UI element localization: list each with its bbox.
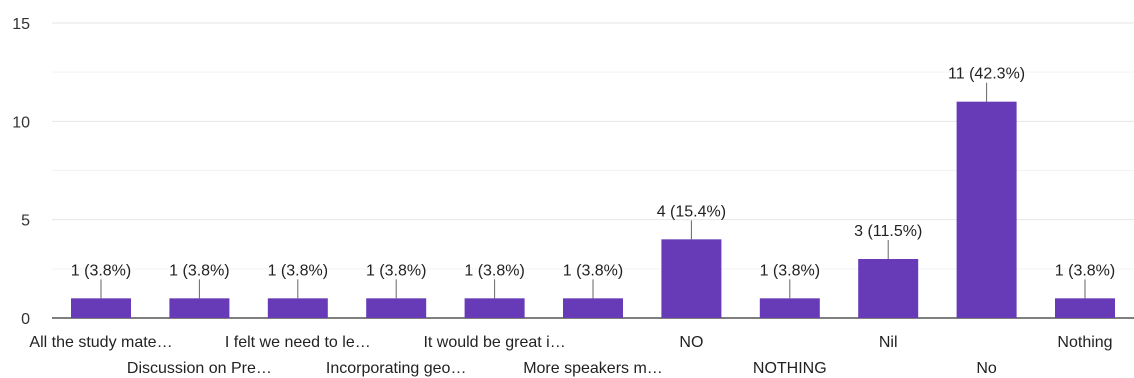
data-label: 1 (3.8%) bbox=[169, 262, 229, 279]
bar[interactable] bbox=[563, 298, 623, 318]
y-tick-label: 10 bbox=[12, 114, 30, 131]
x-category-label: NOTHING bbox=[753, 360, 827, 377]
x-category-label: It would be great i… bbox=[423, 334, 565, 351]
data-labels: 1 (3.8%) 1 (3.8%) 1 (3.8%) 1 (3.8%) 1 (3.8%)… bbox=[71, 66, 1115, 299]
x-category-label: No bbox=[976, 360, 997, 377]
y-tick-label: 5 bbox=[21, 213, 30, 230]
bar[interactable] bbox=[71, 298, 131, 318]
x-category-label: I felt we need to le… bbox=[225, 334, 371, 351]
x-axis-categories: All the study mate… Discussion on Pre… I f… bbox=[29, 334, 1112, 377]
data-label: 1 (3.8%) bbox=[71, 262, 131, 279]
bar[interactable] bbox=[661, 239, 722, 318]
bar[interactable] bbox=[366, 298, 427, 318]
x-category-label: All the study mate… bbox=[29, 334, 172, 351]
bar[interactable] bbox=[759, 298, 820, 318]
x-category-label: Discussion on Pre… bbox=[127, 360, 272, 377]
data-label: 11 (42.3%) bbox=[948, 66, 1025, 83]
x-category-label: Nothing bbox=[1057, 334, 1112, 351]
x-category-label: NO bbox=[679, 334, 703, 351]
bars bbox=[71, 101, 1115, 319]
y-tick-label: 0 bbox=[21, 311, 30, 328]
data-label: 1 (3.8%) bbox=[268, 262, 328, 279]
data-label: 3 (11.5%) bbox=[854, 223, 922, 240]
data-label: 4 (15.4%) bbox=[657, 203, 726, 220]
bar[interactable] bbox=[1055, 298, 1115, 318]
y-tick-label: 15 bbox=[12, 16, 30, 33]
bar[interactable] bbox=[464, 298, 525, 318]
data-label: 1 (3.8%) bbox=[760, 262, 820, 279]
x-category-label: Nil bbox=[879, 334, 898, 351]
x-category-label: Incorporating geo… bbox=[326, 360, 467, 377]
bar[interactable] bbox=[169, 298, 230, 318]
data-label: 1 (3.8%) bbox=[563, 262, 623, 279]
x-category-label: More speakers m… bbox=[523, 360, 663, 377]
data-label: 1 (3.8%) bbox=[1055, 262, 1115, 279]
bar[interactable] bbox=[267, 298, 328, 318]
bar[interactable] bbox=[858, 259, 919, 318]
y-axis-ticks: 0 5 10 15 bbox=[12, 16, 30, 328]
bar[interactable] bbox=[956, 101, 1017, 319]
gridlines bbox=[52, 22, 1134, 319]
data-label: 1 (3.8%) bbox=[464, 262, 524, 279]
data-label: 1 (3.8%) bbox=[366, 262, 426, 279]
